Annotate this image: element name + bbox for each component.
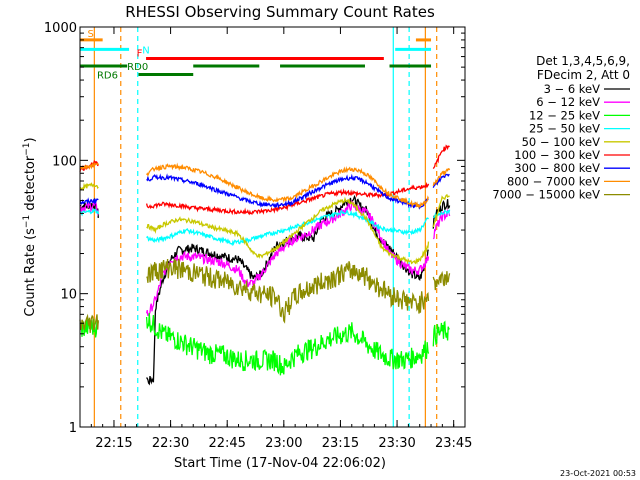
data-series [79,144,451,386]
x-tick-label-2: 22:45 [208,436,245,451]
x-tick-label-1: 22:30 [152,436,189,451]
legend-header-line2: FDecim 2, Att 0 [537,68,630,82]
legend-label-5: 100 − 300 keV [514,148,600,162]
y-tick-label-3: 1000 [44,21,77,36]
series-line-7 [79,161,451,210]
legend-label-0: 3 − 6 keV [544,82,601,96]
y-tick-label-2: 100 [52,154,77,169]
axes: 22:15 22:30 22:45 23:00 23:15 23:30 23:45 1 10 10… [44,21,473,451]
series-line-8 [79,258,451,333]
legend-label-3: 25 − 50 keV [529,122,600,136]
legend-label-7: 800 − 7000 keV [507,174,600,188]
y-axis-label-sup1: −1 [22,215,32,228]
x-axis-label: Start Time (17-Nov-04 22:06:02) [174,456,386,471]
legend-label-2: 12 − 25 keV [529,108,600,122]
flag-n-label: N [142,45,149,56]
flag-f-label: F [137,49,143,60]
y-tick-label-1: 10 [60,288,77,303]
legend-label-1: 6 − 12 keV [536,95,600,109]
flag-rd0-label: RD0 [127,62,148,73]
legend-label-4: 50 − 100 keV [522,135,601,149]
observing-flags: S NF RD0 RD6 [80,29,432,82]
y-tick-label-0: 1 [69,421,77,436]
y-axis-label-suffix: ) [23,137,38,142]
x-tick-label-6: 23:45 [435,436,472,451]
legend-label-8: 7000 − 15000 keV [492,188,600,202]
chart-title: RHESSI Observing Summary Count Rates [125,3,435,21]
y-axis-label-mid: detector [23,155,38,215]
flag-rd6-label: RD6 [97,71,118,82]
series-line-4 [79,182,450,265]
x-tick-label-0: 22:15 [95,436,132,451]
x-tick-label-4: 23:15 [322,436,359,451]
series-line-6 [79,173,450,210]
y-axis-label-prefix: Count Rate (s [23,228,38,317]
flag-s-label: S [88,29,94,40]
footer-timestamp: 23-Oct-2021 00:53 [560,469,636,478]
y-axis-label: Count Rate (s−1 detector−1) [22,137,38,316]
vertical-markers [93,27,438,427]
x-tick-label-5: 23:30 [378,436,415,451]
x-tick-label-3: 23:00 [265,436,302,451]
legend-label-6: 300 − 800 keV [514,161,600,175]
y-axis-label-sup2: −1 [22,142,32,155]
legend-header-line1: Det 1,3,4,5,6,9, [536,54,630,68]
